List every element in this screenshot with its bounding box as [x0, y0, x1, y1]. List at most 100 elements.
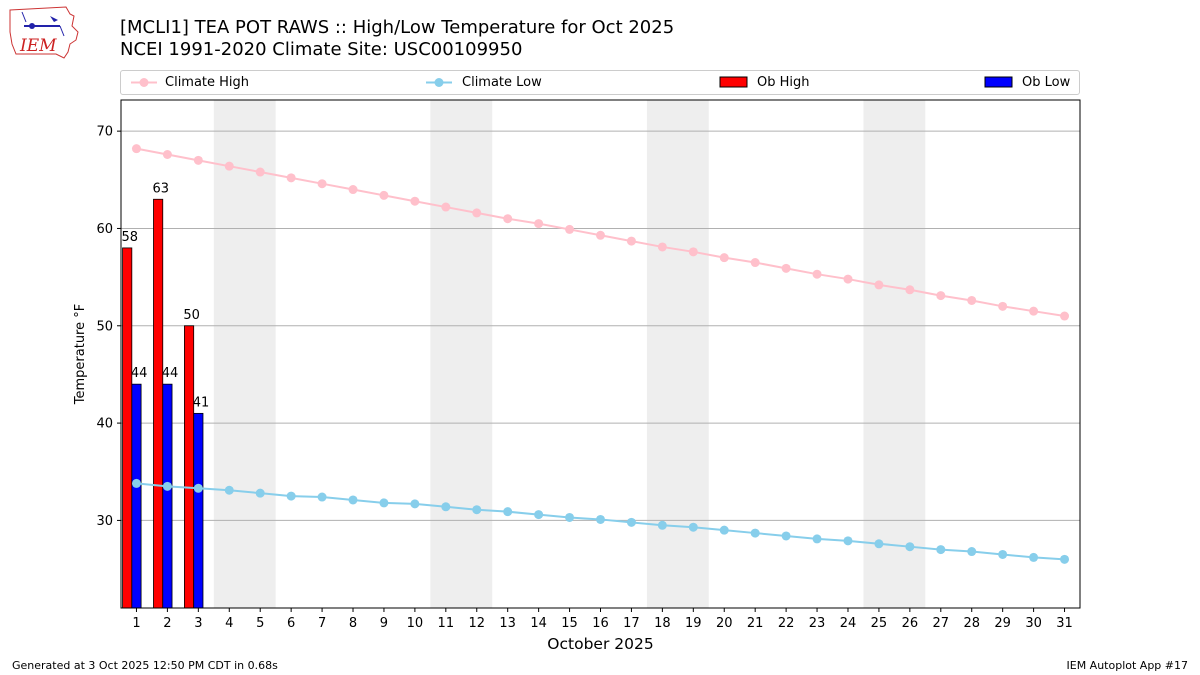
x-tick-label: 25 — [871, 616, 888, 631]
climate-low-point — [441, 502, 451, 512]
ob-low-bar-label: 44 — [131, 366, 148, 381]
climate-low-point — [657, 520, 667, 530]
generated-timestamp: Generated at 3 Oct 2025 12:50 PM CDT in … — [12, 659, 278, 672]
climate-high-point — [472, 208, 482, 218]
legend-patch-high — [719, 76, 748, 88]
ob-high-bar-label: 58 — [122, 230, 139, 245]
climate-low-point — [688, 522, 698, 532]
climate-low-point — [193, 483, 203, 493]
climate-high-point — [131, 144, 141, 154]
climate-low-point — [534, 510, 544, 520]
ob-high-bar — [122, 247, 133, 609]
x-tick-label: 3 — [194, 616, 202, 631]
climate-low-point — [224, 485, 234, 495]
ob-low-bar — [131, 383, 142, 609]
x-tick-label: 30 — [1025, 616, 1042, 631]
legend: Climate High Climate Low Ob High Ob Low — [120, 70, 1080, 95]
x-tick-label: 12 — [468, 616, 485, 631]
climate-high-point — [441, 202, 451, 212]
legend-ob-high: Ob High — [719, 71, 919, 94]
climate-high-point — [565, 224, 575, 234]
climate-high-point — [688, 247, 698, 257]
x-tick-label: 17 — [623, 616, 640, 631]
x-tick-label: 1 — [132, 616, 140, 631]
climate-low-point — [750, 528, 760, 538]
legend-label: Ob High — [757, 75, 810, 90]
y-axis-label: Temperature °F — [73, 304, 88, 405]
legend-climate-high: Climate High — [129, 71, 329, 94]
x-tick-label: 20 — [716, 616, 733, 631]
climate-high-point — [317, 179, 327, 189]
climate-high-point — [410, 196, 420, 206]
x-tick-label: 9 — [380, 616, 388, 631]
ob-low-bar — [162, 383, 173, 609]
x-tick-label: 2 — [163, 616, 171, 631]
climate-high-point — [657, 242, 667, 252]
x-tick-label: 18 — [654, 616, 671, 631]
weekend-band — [646, 100, 709, 608]
x-tick-label: 13 — [499, 616, 516, 631]
climate-high-point — [224, 161, 234, 171]
climate-low-point — [286, 491, 296, 501]
legend-label: Climate Low — [462, 75, 542, 90]
ob-low-bar-label: 44 — [162, 366, 179, 381]
climate-low-point — [719, 525, 729, 535]
legend-label: Climate High — [165, 75, 250, 90]
logo-text: IEM — [19, 36, 57, 56]
y-tick-label: 70 — [96, 125, 113, 140]
climate-high-point — [348, 185, 358, 195]
x-tick-label: 29 — [994, 616, 1011, 631]
x-tick-label: 5 — [256, 616, 264, 631]
x-tick-label: 6 — [287, 616, 295, 631]
climate-low-point — [967, 547, 977, 557]
iem-logo: IEM — [9, 6, 79, 59]
x-tick-label: 16 — [592, 616, 609, 631]
x-tick-label: 31 — [1056, 616, 1073, 631]
legend-climate-low: Climate Low — [424, 71, 624, 94]
climate-high-point — [843, 274, 853, 284]
climate-low-point — [410, 499, 420, 509]
climate-high-point — [812, 269, 822, 279]
climate-high-point — [503, 214, 513, 224]
climate-low-point — [503, 507, 513, 517]
climate-high-point — [936, 291, 946, 301]
x-tick-label: 28 — [963, 616, 980, 631]
climate-low-point — [565, 512, 575, 522]
chart-subtitle: NCEI 1991-2020 Climate Site: USC00109950 — [120, 39, 523, 60]
climate-low-point — [812, 534, 822, 544]
ob-high-bar-label: 63 — [152, 181, 169, 196]
ob-low-bar — [193, 412, 204, 609]
legend-line-low-marker — [426, 78, 452, 87]
y-tick-label: 40 — [96, 417, 113, 432]
climate-low-point — [255, 488, 265, 498]
climate-high-point — [967, 295, 977, 305]
climate-high-point — [1029, 306, 1039, 316]
climate-high-point — [1060, 311, 1070, 321]
legend-line-high-marker — [131, 78, 157, 87]
climate-high-point — [626, 236, 636, 246]
climate-low-point — [874, 539, 884, 549]
climate-high-point — [781, 263, 791, 273]
x-tick-label: 15 — [561, 616, 578, 631]
climate-low-point — [596, 514, 605, 524]
x-tick-label: 4 — [225, 616, 233, 631]
climate-high-point — [596, 230, 605, 240]
x-tick-label: 8 — [349, 616, 357, 631]
y-tick-label: 30 — [96, 514, 113, 529]
climate-low-point — [905, 542, 915, 552]
climate-high-point — [534, 219, 544, 229]
legend-patch-low — [984, 76, 1013, 88]
x-tick-label: 14 — [530, 616, 547, 631]
plot-frame — [120, 99, 1081, 609]
climate-high-point — [874, 280, 884, 290]
climate-low-point — [317, 492, 327, 502]
ob-high-bar — [153, 198, 164, 609]
climate-low-point — [1029, 552, 1039, 562]
climate-low-point — [162, 481, 172, 491]
legend-label: Ob Low — [1022, 75, 1071, 90]
weekend-band — [430, 100, 493, 608]
x-tick-label: 21 — [747, 616, 764, 631]
climate-low-point — [998, 549, 1008, 559]
climate-low-point — [626, 517, 636, 527]
